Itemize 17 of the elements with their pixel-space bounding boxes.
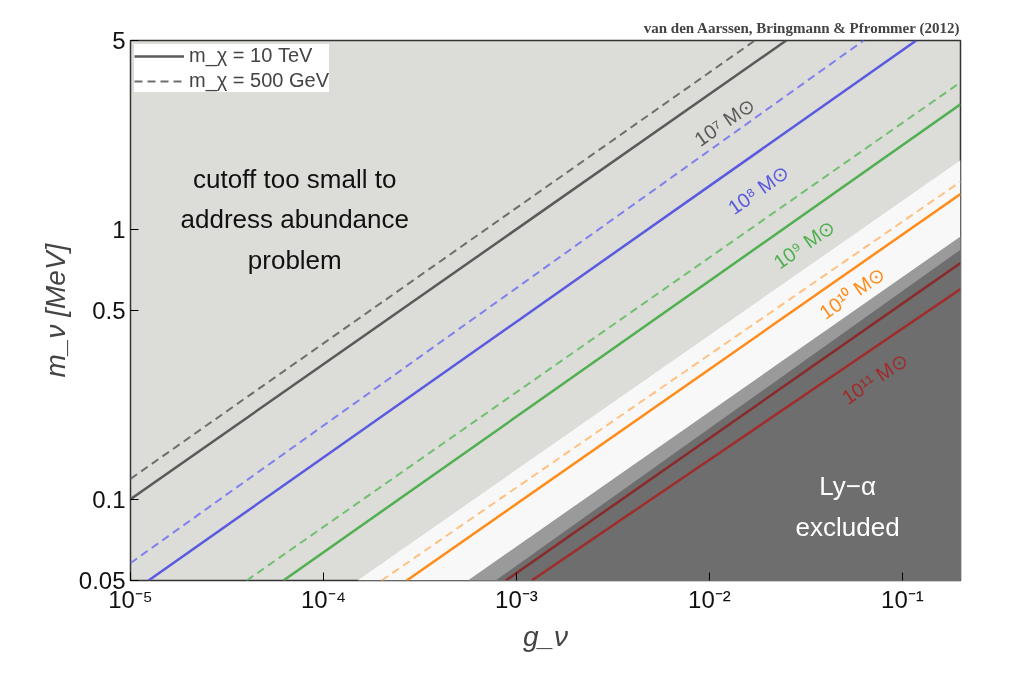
annotation: Ly−α excluded [795, 471, 900, 542]
x-tick-label: 10⁻³ [495, 585, 538, 613]
x-tick-label: 10⁻² [688, 585, 731, 613]
legend-label: m_χ = 10 TeV [189, 44, 313, 67]
y-tick-label: 5 [112, 27, 126, 54]
y-tick-label: 0.1 [92, 485, 126, 513]
annotation: cutoff too small to address abundance problem [180, 163, 409, 275]
legend-label: m_χ = 500 GeV [189, 69, 330, 92]
x-axis-title: g_ν [522, 620, 569, 652]
text: van den Aarssen, Bringmann & Pfrommer (2012) [643, 19, 960, 37]
x-tick-label: 10⁻⁴ [300, 585, 346, 613]
x-tick-label: 10⁻¹ [881, 585, 924, 613]
y-axis-title: m_ν [MeV] [39, 242, 71, 378]
y-tick-label: 0.5 [92, 297, 126, 324]
annotation: 10¹¹ M⊙ [837, 348, 912, 409]
annotation: 10⁷ M⊙ [690, 93, 760, 151]
y-tick-label: 1 [112, 215, 126, 243]
